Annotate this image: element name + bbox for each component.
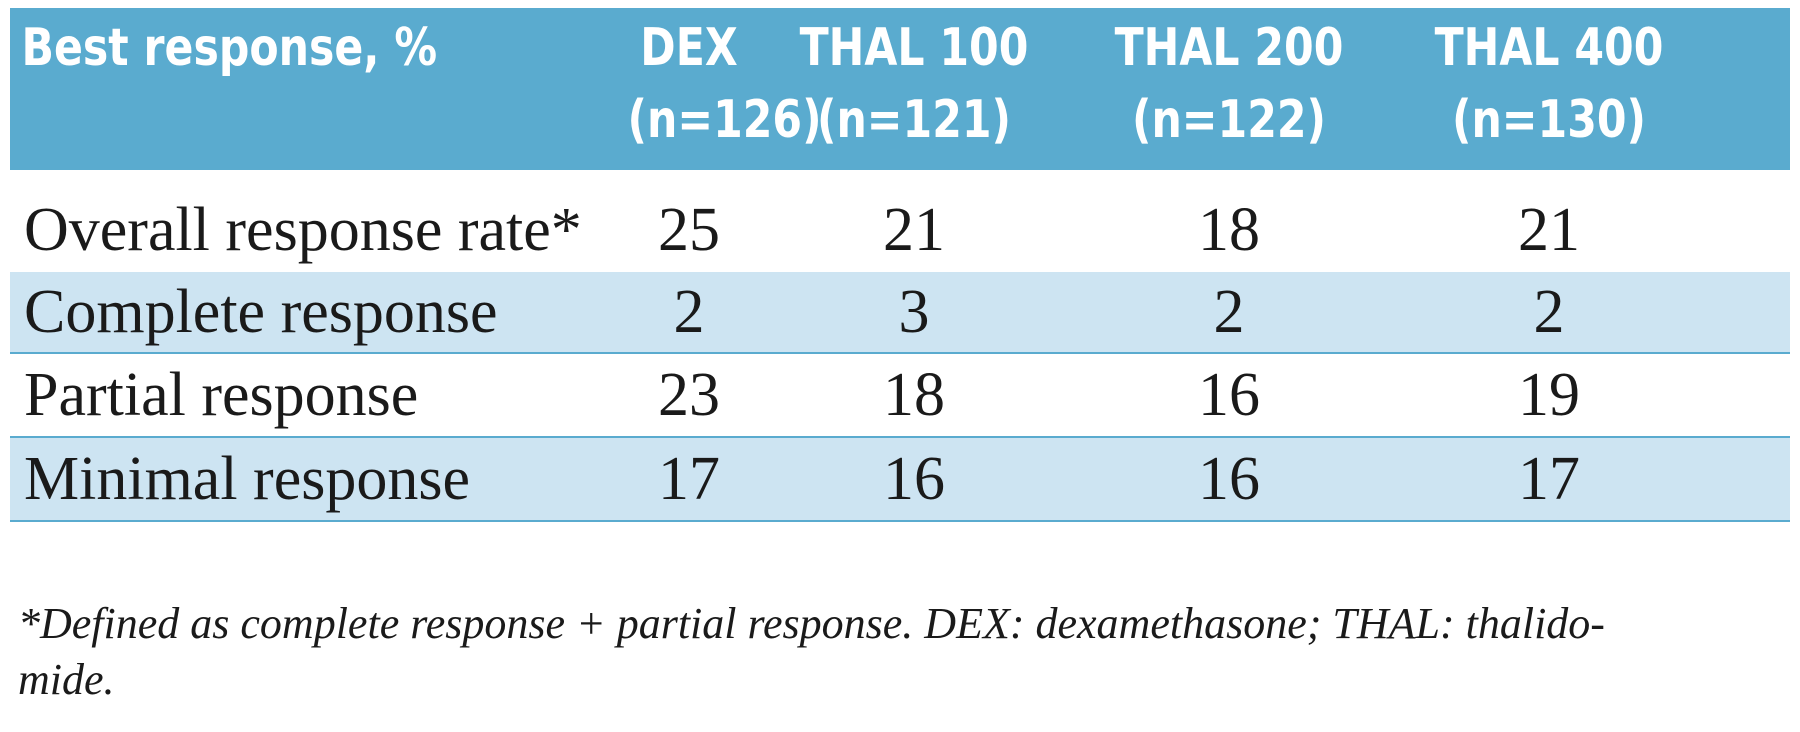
header-col-dex: DEX (n=126) [627, 8, 822, 156]
header-col-n: (n=121) [816, 90, 1012, 150]
header-label: Best response, % [21, 18, 438, 78]
header-col-n: (n=122) [1131, 90, 1327, 150]
row-value: 18 [1198, 195, 1260, 264]
row-value: 19 [1518, 360, 1580, 429]
header-col-name: THAL 400 [1434, 18, 1664, 78]
row-value: 18 [883, 360, 945, 429]
row-value: 17 [658, 444, 720, 513]
table-header: Best response, % DEX (n=126) THAL 100 (n… [10, 8, 1790, 170]
table-footnote: *Defined as complete response + partial … [18, 596, 1788, 708]
header-col-thal100: THAL 100 (n=121) [791, 8, 1037, 156]
row-value: 16 [1198, 360, 1260, 429]
table-row: Partial response 23 18 16 19 [10, 354, 1790, 438]
row-value: 2 [1213, 277, 1245, 346]
row-value: 16 [1198, 444, 1260, 513]
header-col-name: DEX [640, 18, 738, 78]
row-label: Complete response [24, 277, 498, 346]
table-row: Overall response rate* 25 21 18 21 [10, 188, 1790, 272]
footnote-line: *Defined as complete response + partial … [18, 599, 1605, 648]
row-value: 17 [1518, 444, 1580, 513]
row-value: 2 [1533, 277, 1565, 346]
row-value: 21 [1518, 195, 1580, 264]
row-label: Overall response rate* [24, 195, 582, 264]
row-value: 21 [883, 195, 945, 264]
header-col-n: (n=126) [627, 90, 822, 150]
row-value: 23 [658, 360, 720, 429]
row-value: 3 [898, 277, 930, 346]
footnote-line: mide. [18, 655, 115, 704]
header-col-name: THAL 200 [1114, 18, 1344, 78]
header-col-thal200: THAL 200 (n=122) [1094, 8, 1365, 156]
row-value: 25 [658, 195, 720, 264]
header-spacer [10, 170, 1790, 188]
table-row: Minimal response 17 16 16 17 [10, 438, 1790, 522]
row-value: 2 [673, 277, 705, 346]
row-label: Minimal response [24, 444, 470, 513]
response-table: Best response, % DEX (n=126) THAL 100 (n… [10, 8, 1790, 522]
header-col-thal400: THAL 400 (n=130) [1422, 8, 1676, 156]
row-label: Partial response [24, 360, 419, 429]
row-value: 16 [883, 444, 945, 513]
header-col-n: (n=130) [1451, 90, 1647, 150]
table-row: Complete response 2 3 2 2 [10, 272, 1790, 354]
header-col-name: THAL 100 [799, 18, 1029, 78]
